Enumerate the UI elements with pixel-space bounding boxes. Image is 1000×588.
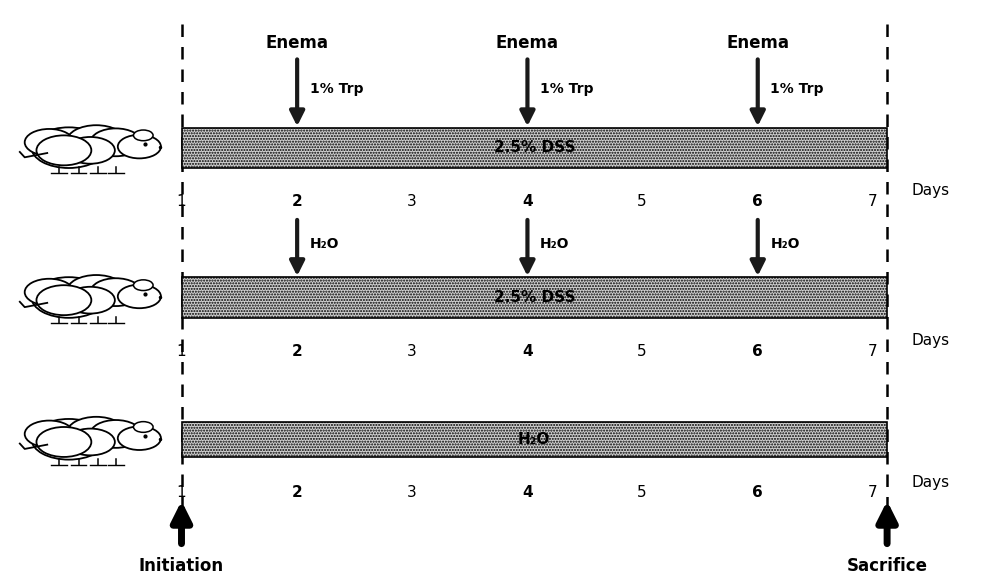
Text: Sacrifice: Sacrifice (847, 557, 928, 575)
Text: Enema: Enema (496, 34, 559, 52)
Circle shape (133, 422, 153, 432)
Circle shape (36, 135, 91, 165)
Circle shape (66, 429, 115, 455)
Text: Days: Days (912, 475, 950, 490)
Text: H₂O: H₂O (540, 237, 570, 251)
Text: 2: 2 (292, 193, 303, 209)
Circle shape (66, 137, 115, 163)
Text: 6: 6 (752, 343, 763, 359)
Circle shape (90, 128, 141, 156)
Bar (182, 278, 887, 318)
Text: 6: 6 (752, 485, 763, 500)
Text: 4: 4 (522, 343, 533, 359)
Text: H₂O: H₂O (518, 432, 550, 447)
Text: 7: 7 (868, 193, 877, 209)
Circle shape (133, 130, 153, 141)
Text: Days: Days (912, 183, 950, 198)
Text: 5: 5 (637, 485, 647, 500)
Text: Days: Days (912, 333, 950, 348)
Circle shape (32, 277, 106, 318)
Text: 3: 3 (407, 343, 417, 359)
Circle shape (25, 129, 74, 156)
Circle shape (66, 287, 115, 313)
Text: 2.5% DSS: 2.5% DSS (494, 140, 575, 155)
Circle shape (25, 279, 74, 306)
Circle shape (133, 280, 153, 290)
Text: 3: 3 (407, 485, 417, 500)
Text: 7: 7 (868, 343, 877, 359)
Circle shape (67, 275, 126, 307)
Circle shape (90, 420, 141, 448)
Text: 4: 4 (522, 485, 533, 500)
Text: 1% Trp: 1% Trp (310, 82, 363, 96)
Circle shape (118, 426, 161, 450)
Text: 4: 4 (522, 193, 533, 209)
Text: 2.5% DSS: 2.5% DSS (494, 290, 575, 305)
Text: Enema: Enema (266, 34, 329, 52)
Text: H₂O: H₂O (770, 237, 800, 251)
Text: 7: 7 (868, 485, 877, 500)
Bar (182, 128, 887, 168)
Circle shape (32, 128, 106, 168)
Text: 3: 3 (407, 193, 417, 209)
Circle shape (67, 125, 126, 158)
Circle shape (36, 285, 91, 315)
Text: 5: 5 (637, 193, 647, 209)
Text: 2: 2 (292, 343, 303, 359)
Text: 1% Trp: 1% Trp (770, 82, 824, 96)
Bar (182, 422, 887, 457)
Text: 2: 2 (292, 485, 303, 500)
Circle shape (32, 419, 106, 460)
Text: 5: 5 (637, 343, 647, 359)
Text: 6: 6 (752, 193, 763, 209)
Text: 1: 1 (177, 485, 186, 500)
Text: 1: 1 (177, 193, 186, 209)
Text: Initiation: Initiation (139, 557, 224, 575)
Text: 1: 1 (177, 343, 186, 359)
Text: Enema: Enema (726, 34, 789, 52)
Text: 1% Trp: 1% Trp (540, 82, 594, 96)
Circle shape (90, 278, 141, 306)
Circle shape (118, 135, 161, 158)
Text: H₂O: H₂O (310, 237, 339, 251)
Circle shape (25, 420, 74, 447)
Circle shape (36, 427, 91, 457)
Circle shape (67, 417, 126, 449)
Circle shape (118, 285, 161, 308)
